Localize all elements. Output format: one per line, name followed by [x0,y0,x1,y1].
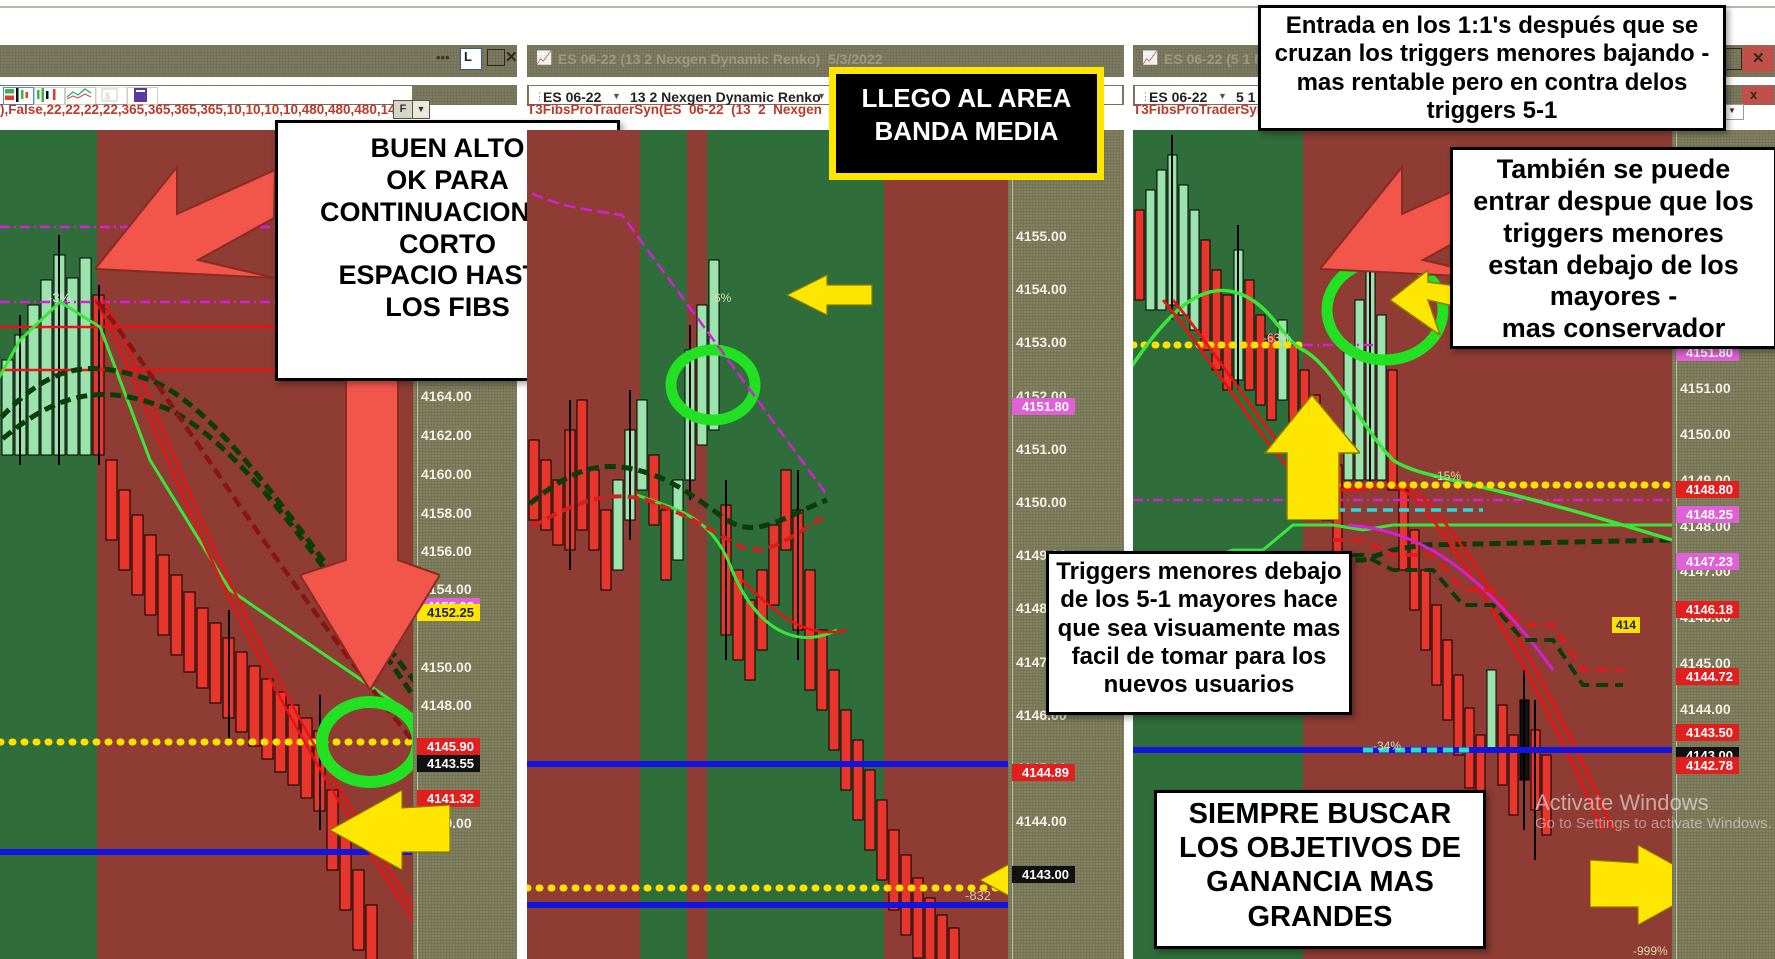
svg-text:-15%: -15% [1433,469,1461,483]
svg-text:-6%: -6% [710,291,732,305]
svg-text:-999%: -999% [1633,944,1668,958]
svg-text:-3%: -3% [48,290,72,305]
svg-text:$: $ [105,91,110,101]
svg-text:-63%: -63% [1263,331,1291,345]
svg-text:-34%: -34% [1373,739,1401,753]
